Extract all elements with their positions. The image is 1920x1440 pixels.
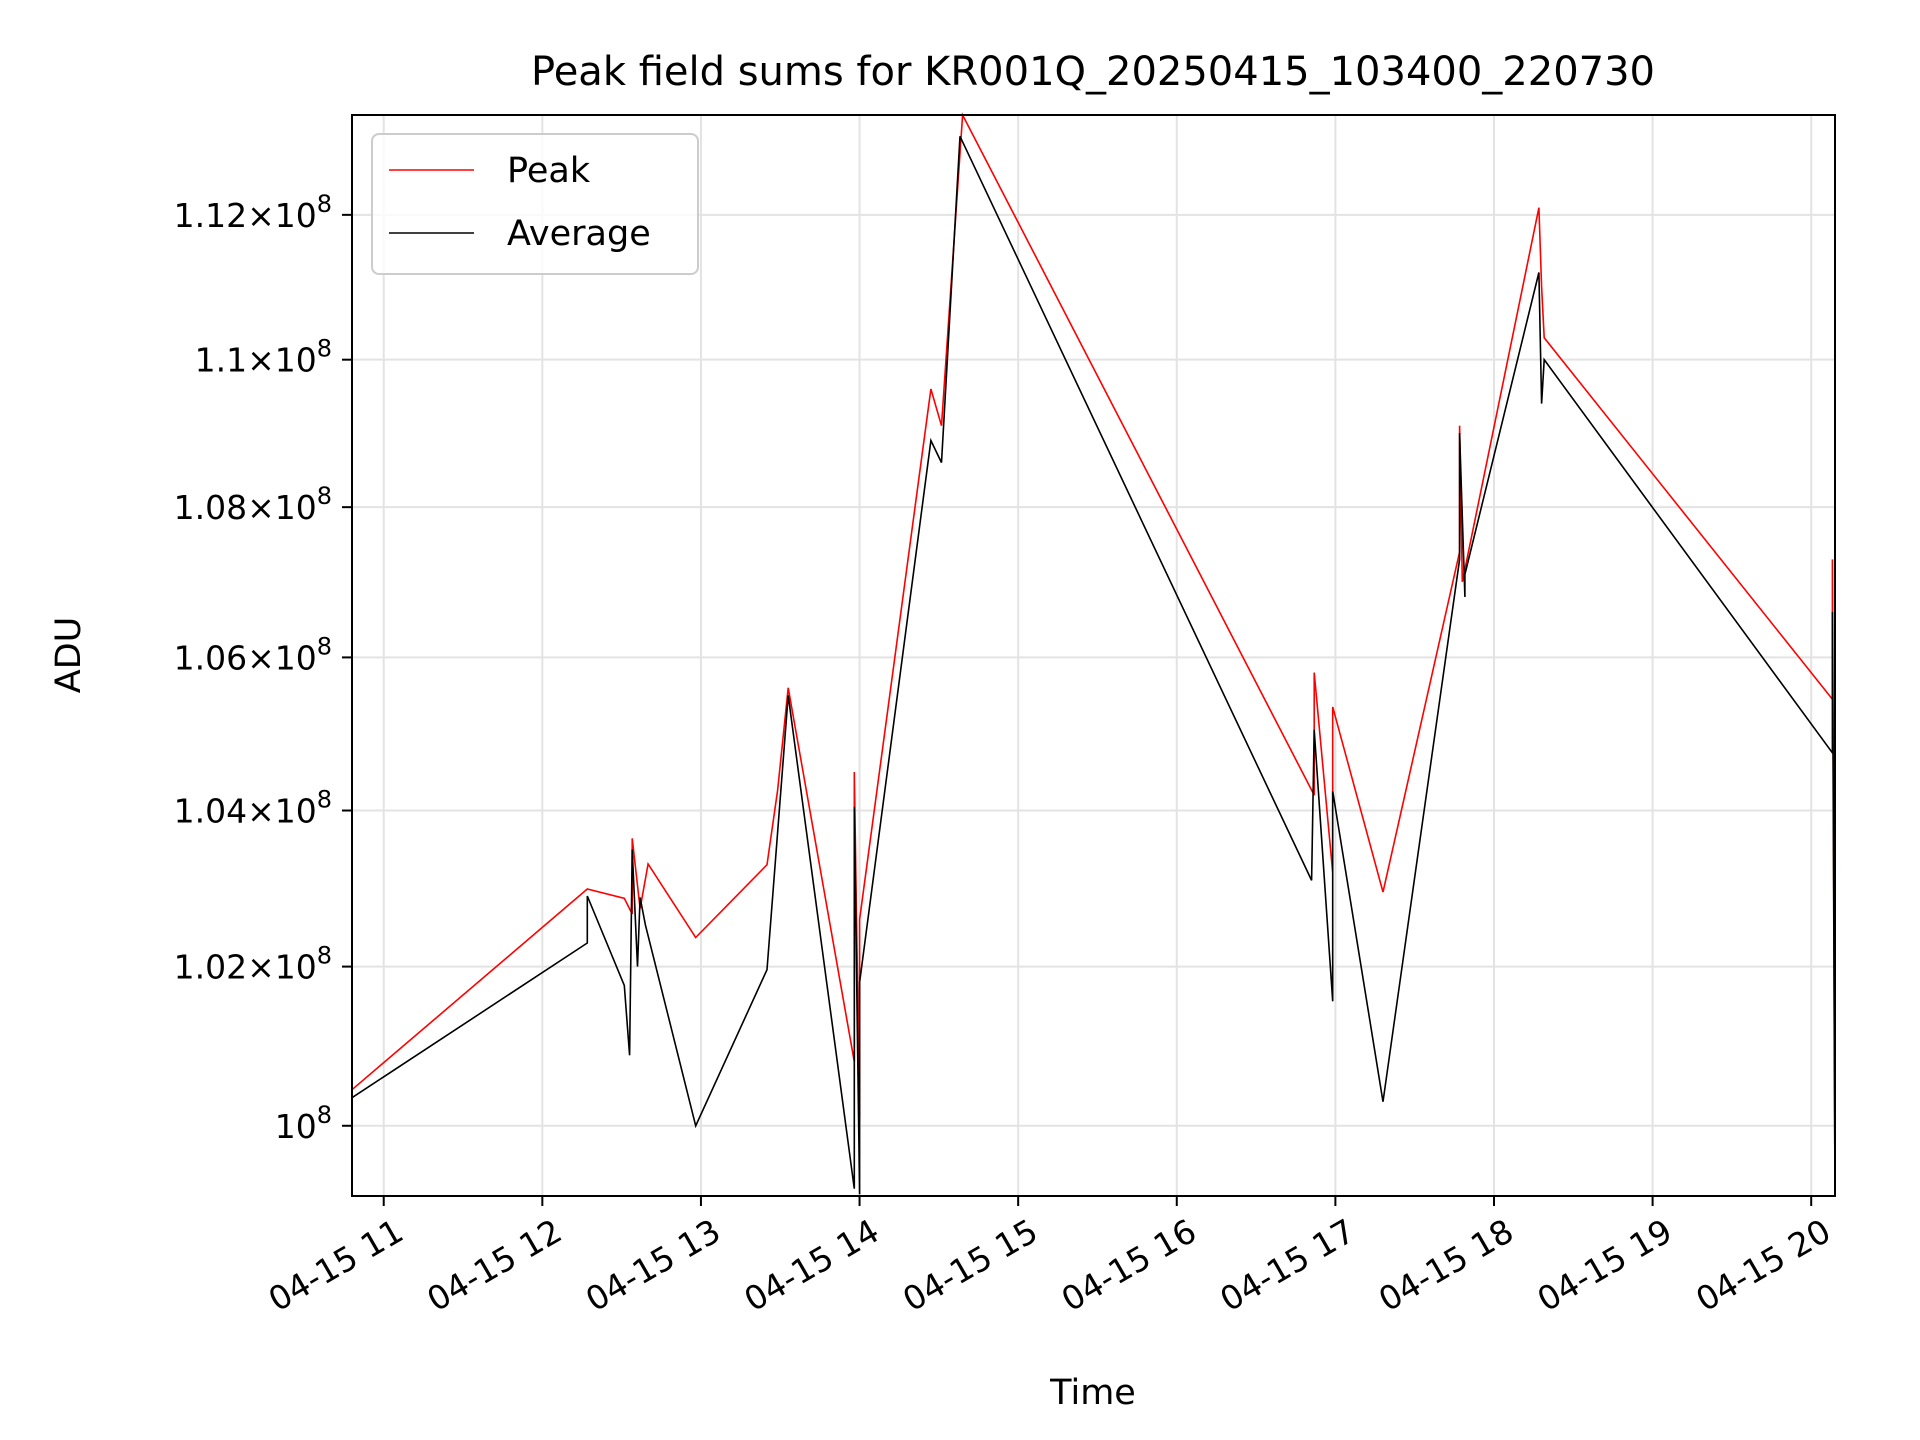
series-line-average xyxy=(351,135,1836,1197)
y-tick-label: 1.1×108 xyxy=(195,335,332,380)
y-tick-label: 1.12×108 xyxy=(174,190,332,235)
legend-label-average: Average xyxy=(507,214,651,254)
y-tick-label: 1.04×108 xyxy=(174,786,332,831)
legend-box xyxy=(371,133,699,275)
y-tick-label: 108 xyxy=(275,1101,332,1146)
y-axis: 108 1.02×108 1.04×108 1.06×108 1.08×108 1.1×1… xyxy=(174,190,352,1146)
legend: Peak Average xyxy=(371,133,699,275)
y-tick-label: 1.08×108 xyxy=(174,482,332,527)
y-tick-label: 1.02×108 xyxy=(174,942,332,987)
series-lines xyxy=(351,112,1836,1197)
grid xyxy=(352,115,1835,1196)
y-axis-label: ADU xyxy=(49,617,89,694)
x-axis-label: Time xyxy=(1049,1373,1136,1413)
chart-title: Peak field sums for KR001Q_20250415_1034… xyxy=(531,49,1655,95)
y-tick-label: 1.06×108 xyxy=(174,632,332,677)
legend-label-peak: Peak xyxy=(507,151,591,191)
series-line-peak xyxy=(351,112,1836,1197)
plot-frame xyxy=(351,114,1836,1197)
